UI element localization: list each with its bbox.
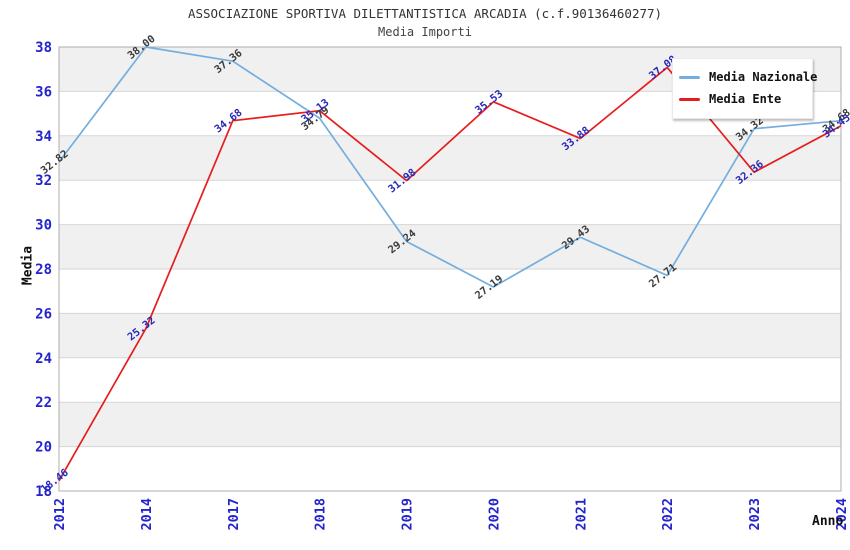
plot-band xyxy=(59,402,841,447)
x-tick-label: 2018 xyxy=(313,498,329,531)
blue-line-swatch-icon xyxy=(679,75,700,79)
chart-subtitle: Media Importi xyxy=(378,25,472,39)
x-tick-label: 2012 xyxy=(52,498,68,531)
y-tick-label: 38 xyxy=(35,40,52,56)
x-tick-label: 2023 xyxy=(747,498,763,531)
x-tick-label: 2024 xyxy=(834,498,850,531)
x-tick-label: 2022 xyxy=(660,498,676,531)
x-tick-label: 2014 xyxy=(139,498,155,531)
y-tick-label: 32 xyxy=(35,173,52,189)
x-axis-title: Anno xyxy=(812,514,844,529)
legend-item-media-nazionale: Media Nazionale xyxy=(679,66,817,88)
legend-label: Media Nazionale xyxy=(709,70,818,84)
y-tick-label: 24 xyxy=(35,351,52,367)
y-tick-label: 18 xyxy=(35,484,52,500)
y-tick-label: 34 xyxy=(35,129,52,145)
y-tick-label: 28 xyxy=(35,262,52,278)
x-tick-label: 2019 xyxy=(400,498,416,531)
legend-label: Media Ente xyxy=(709,92,782,106)
plot-band xyxy=(59,180,841,225)
plot-band xyxy=(59,224,841,269)
y-tick-label: 36 xyxy=(35,84,52,100)
chart-title: ASSOCIAZIONE SPORTIVA DILETTANTISTICA AR… xyxy=(187,6,663,21)
plot-border xyxy=(58,46,842,492)
x-tick-label: 2021 xyxy=(573,498,589,531)
plot-band xyxy=(59,269,841,314)
line-media-ente xyxy=(58,66,842,482)
y-tick-label: 20 xyxy=(35,440,52,456)
plot-band xyxy=(59,313,841,358)
red-line-swatch-icon xyxy=(679,97,700,101)
plot-band xyxy=(59,446,841,491)
legend: Media Nazionale Media Ente xyxy=(672,58,817,119)
plot-band xyxy=(59,357,841,403)
y-axis-title: Media xyxy=(20,245,36,286)
line-media-nazionale xyxy=(58,46,842,288)
legend-item-media-ente: Media Ente xyxy=(679,88,804,110)
plot-band xyxy=(59,135,841,181)
y-tick-label: 22 xyxy=(35,395,52,411)
y-tick-label: 30 xyxy=(35,218,52,234)
x-tick-label: 2020 xyxy=(486,498,502,531)
y-tick-label: 26 xyxy=(35,306,52,322)
x-tick-label: 2017 xyxy=(226,498,242,531)
